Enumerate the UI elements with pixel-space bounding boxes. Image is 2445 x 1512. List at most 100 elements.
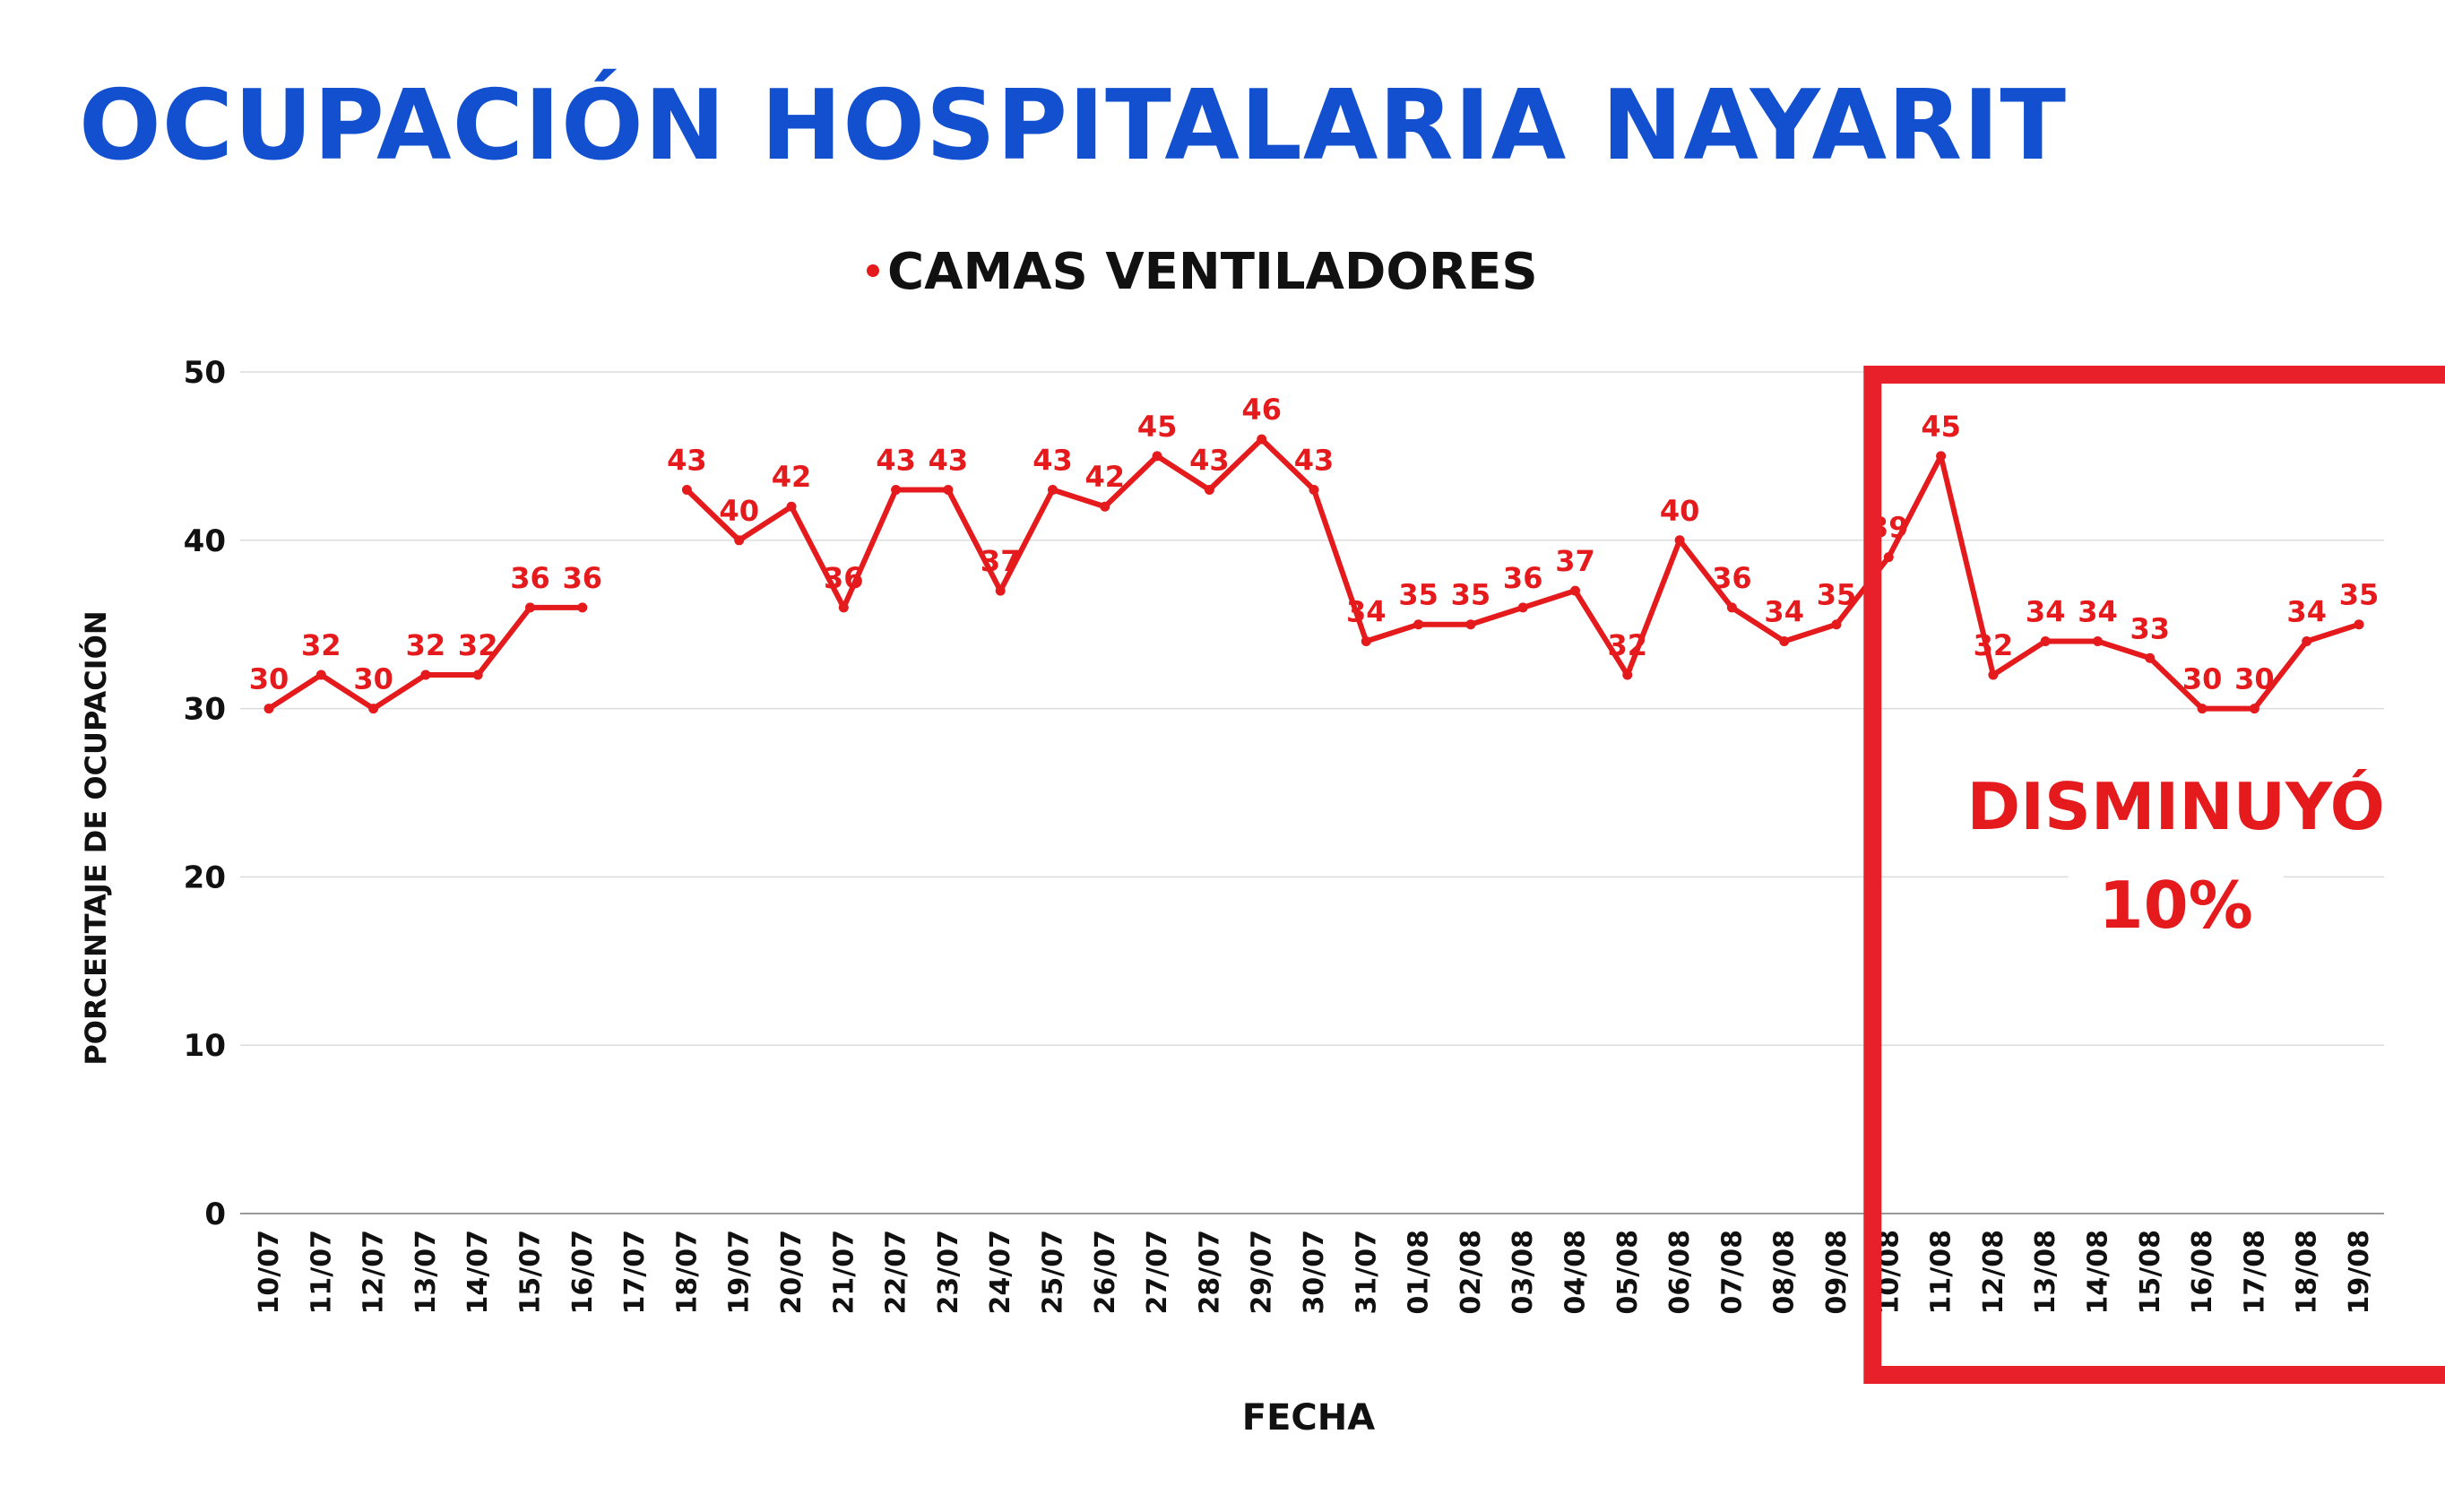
data-point: [943, 484, 954, 495]
y-tick-label: 50: [184, 355, 226, 391]
data-point: [1257, 434, 1267, 445]
data-point: [420, 670, 431, 680]
data-point: [1413, 619, 1424, 630]
annotation: DISMINUYÓ 10%: [1863, 366, 2445, 1384]
data-point: [2197, 704, 2207, 714]
data-label: 43: [1294, 443, 1335, 477]
data-point: [368, 704, 379, 714]
x-tick-label: 01/08: [1404, 1230, 1435, 1314]
data-label: 30: [249, 662, 289, 696]
x-tick-label: 02/08: [1456, 1230, 1487, 1314]
data-label: 35: [1817, 578, 1857, 612]
data-point: [2145, 652, 2156, 663]
data-point: [1936, 451, 1947, 462]
data-label: 35: [2339, 578, 2380, 612]
x-tick-label: 08/08: [1769, 1230, 1801, 1314]
annotation-box: [1863, 366, 2445, 1384]
data-point: [2354, 619, 2364, 630]
data-point: [525, 602, 535, 613]
annotation-text-line2: 10%: [2098, 868, 2252, 943]
x-tick-label: 22/07: [881, 1230, 912, 1314]
x-tick-label: 14/07: [462, 1230, 494, 1314]
data-point: [1779, 635, 1790, 646]
x-tick-label: 19/08: [2344, 1230, 2375, 1314]
data-point: [1883, 552, 1894, 563]
y-tick-label: 10: [184, 1028, 226, 1064]
x-tick-label: 11/08: [1926, 1230, 1957, 1314]
data-label: 35: [1398, 578, 1438, 612]
data-label: 33: [2130, 611, 2171, 645]
data-point: [995, 585, 1006, 596]
legend: CAMAS VENTILADORES: [867, 243, 1538, 301]
x-tick-label: 06/08: [1664, 1230, 1696, 1314]
data-label: 45: [1137, 410, 1178, 444]
data-point: [1674, 535, 1685, 546]
data-label: 45: [1921, 410, 1961, 444]
series-markers: [264, 434, 2364, 714]
data-point: [2040, 635, 2051, 646]
data-point: [315, 670, 326, 680]
data-label: 34: [2026, 594, 2066, 628]
data-label: 32: [301, 628, 341, 662]
x-tick-label: 15/08: [2135, 1230, 2166, 1314]
x-tick-label: 17/08: [2239, 1230, 2270, 1314]
data-label: 35: [1451, 578, 1491, 612]
x-tick-label: 04/08: [1560, 1230, 1592, 1314]
data-label: 30: [2234, 662, 2275, 696]
y-tick-label: 40: [184, 523, 226, 559]
data-point: [472, 670, 483, 680]
x-tick-label: 12/07: [359, 1230, 390, 1314]
x-tick-label: 24/07: [985, 1230, 1016, 1314]
x-tick-label: 11/07: [306, 1230, 337, 1314]
x-tick-label: 26/07: [1090, 1230, 1121, 1314]
page-title: OCUPACIÓN HOSPITALARIA NAYARIT: [79, 70, 2068, 182]
data-point: [1465, 619, 1476, 630]
data-point: [681, 484, 692, 495]
data-point: [1517, 602, 1528, 613]
x-tick-label: 19/07: [724, 1230, 756, 1314]
data-label: 30: [353, 662, 393, 696]
data-point: [1988, 670, 1999, 680]
annotation-text-line1: DISMINUYÓ: [1966, 769, 2384, 844]
x-tick-label: 20/07: [776, 1230, 808, 1314]
x-tick-label: 09/08: [1821, 1230, 1853, 1314]
data-label: 34: [1346, 594, 1387, 628]
data-label: 43: [1032, 443, 1073, 477]
x-tick-label: 16/07: [567, 1230, 599, 1314]
data-label: 36: [510, 561, 550, 595]
x-tick-label: 12/08: [1978, 1230, 2009, 1314]
data-point: [891, 484, 902, 495]
data-label: 43: [876, 443, 916, 477]
legend-label: CAMAS VENTILADORES: [887, 243, 1538, 301]
data-label: 34: [2078, 594, 2118, 628]
data-label: 34: [2286, 594, 2327, 628]
data-point: [734, 535, 745, 546]
x-tick-label: 16/08: [2187, 1230, 2218, 1314]
data-point: [1152, 451, 1162, 462]
data-point: [1309, 484, 1319, 495]
data-label: 43: [929, 443, 969, 477]
data-point: [1100, 501, 1110, 512]
data-point: [1831, 619, 1842, 630]
data-label: 36: [1503, 561, 1543, 595]
y-tick-label: 30: [184, 692, 226, 728]
x-tick-label: 10/07: [254, 1230, 285, 1314]
data-label: 30: [2182, 662, 2223, 696]
x-tick-label: 21/07: [828, 1230, 860, 1314]
x-tick-label: 13/07: [410, 1230, 442, 1314]
data-label: 36: [563, 561, 603, 595]
data-point: [1570, 585, 1580, 596]
x-tick-label: 18/08: [2292, 1230, 2323, 1314]
data-point: [2302, 635, 2312, 646]
x-tick-label: 31/07: [1351, 1230, 1382, 1314]
data-point: [1726, 602, 1737, 613]
x-tick-label: 30/07: [1299, 1230, 1330, 1314]
x-tick-label: 14/08: [2083, 1230, 2114, 1314]
data-label: 43: [667, 443, 707, 477]
data-label: 37: [981, 544, 1021, 578]
x-tick-label: 27/07: [1142, 1230, 1173, 1314]
y-axis-title: PORCENTAJE DE OCUPACIÓN: [78, 610, 113, 1065]
data-label: 46: [1241, 393, 1282, 427]
x-tick-label: 15/07: [515, 1230, 547, 1314]
